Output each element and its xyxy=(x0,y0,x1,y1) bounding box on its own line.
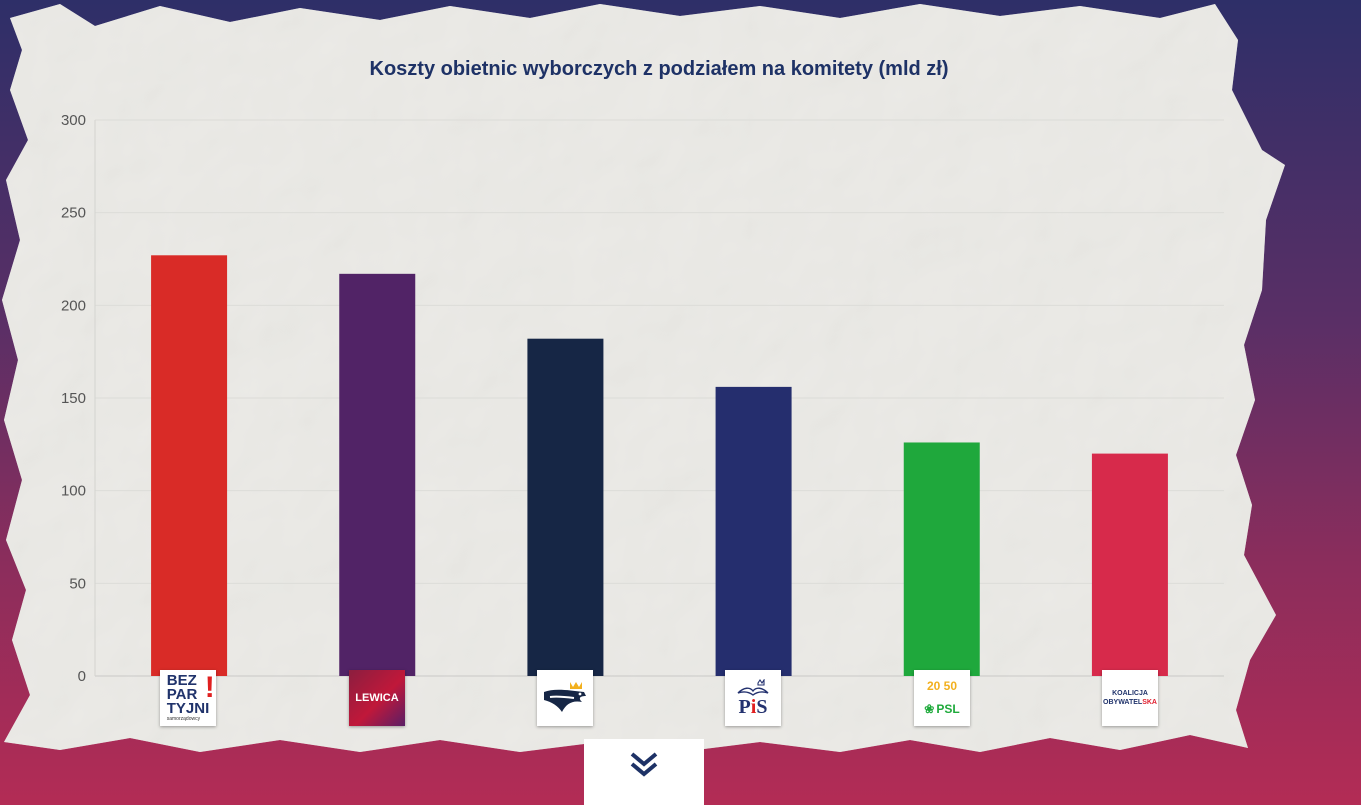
bar-2[interactable] xyxy=(339,273,416,676)
logo-lewica-text: LEWICA xyxy=(355,692,399,704)
logo-bezpartyjni: BEZ PAR TYJNI ! samorządowcy xyxy=(160,670,216,726)
bar-1[interactable] xyxy=(151,255,228,676)
crowned-eagle-icon xyxy=(544,682,586,712)
grid-lines xyxy=(95,119,1224,677)
y-axis: 0 50 100 150 200 250 300 xyxy=(61,112,96,685)
logo-bez-mark: ! xyxy=(204,670,215,704)
logo-psl-text: PSL xyxy=(936,702,960,716)
bar-4[interactable] xyxy=(715,386,792,676)
logo-psl-year: 20 50 xyxy=(926,679,958,693)
y-tick-label: 200 xyxy=(61,297,86,314)
double-chevron-down-icon xyxy=(630,752,658,777)
logo-bez-sub: samorządowcy xyxy=(166,715,201,722)
logo-pis-p: P xyxy=(738,696,751,718)
logo-konfederacja xyxy=(537,670,593,726)
logo-bez-line3: TYJNI xyxy=(166,699,210,717)
logo-lewica: LEWICA xyxy=(349,670,405,726)
y-tick-label: 100 xyxy=(61,483,86,500)
logo-ko-line1: KOALICJA xyxy=(1112,690,1148,697)
y-tick-label: 0 xyxy=(78,668,86,685)
bar-5[interactable] xyxy=(903,442,980,676)
logo-pis-s: S xyxy=(756,696,768,718)
clover-icon: ❀ xyxy=(924,702,935,716)
bars xyxy=(151,255,1168,676)
y-tick-label: 50 xyxy=(69,575,86,592)
logo-koalicja-obywatelska: KOALICJA OBYWATELSKA xyxy=(1102,670,1158,726)
logo-ko-line2a: OBYWATEL xyxy=(1103,699,1143,706)
y-tick-label: 150 xyxy=(61,390,86,407)
bar-6[interactable] xyxy=(1091,453,1168,676)
bar-3[interactable] xyxy=(527,338,604,676)
logo-pis-i: i xyxy=(750,696,757,718)
logo-ko-line2b: SKA xyxy=(1142,699,1157,706)
chart-title: Koszty obietnic wyborczych z podziałem n… xyxy=(369,58,949,80)
logo-bez-line2: PAR xyxy=(166,685,198,703)
y-tick-label: 250 xyxy=(61,205,86,222)
y-tick-label: 300 xyxy=(61,112,86,129)
logo-bez-line1: BEZ xyxy=(166,671,197,689)
eagle-icon xyxy=(737,679,769,696)
logo-pis: PiS xyxy=(725,670,781,726)
scroll-down-button[interactable] xyxy=(584,739,704,805)
logo-psl: 20 50 ❀ PSL xyxy=(914,670,970,726)
